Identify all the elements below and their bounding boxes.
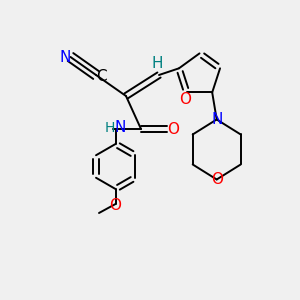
- Text: O: O: [211, 172, 223, 187]
- Text: O: O: [110, 198, 122, 213]
- Text: N: N: [211, 112, 222, 127]
- Text: H: H: [104, 121, 115, 134]
- Text: C: C: [96, 69, 107, 84]
- Text: H: H: [152, 56, 163, 70]
- Text: N: N: [59, 50, 71, 64]
- Text: O: O: [167, 122, 179, 136]
- Text: N: N: [114, 120, 126, 135]
- Text: O: O: [179, 92, 191, 107]
